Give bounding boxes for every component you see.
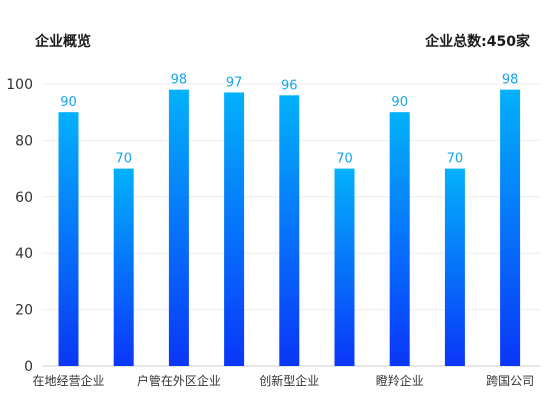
bar-value-label: 70 <box>336 152 353 167</box>
bar <box>334 168 355 366</box>
bar-value-label: 96 <box>281 78 298 93</box>
bars <box>58 89 521 367</box>
y-tick-label: 80 <box>15 133 33 149</box>
bar-value-label: 97 <box>226 75 243 90</box>
y-tick-label: 20 <box>15 303 33 319</box>
enterprise-total: 企业总数: 450家 <box>425 31 530 51</box>
bar <box>224 92 245 367</box>
x-category-label: 创新型企业 <box>259 373 319 388</box>
y-tick-label: 100 <box>6 77 33 93</box>
bar-value-label: 70 <box>115 152 132 167</box>
x-category-label: 在地经营企业 <box>32 373 104 388</box>
bar <box>389 112 410 366</box>
x-category-label: 瞪羚企业 <box>376 373 424 388</box>
y-tick-label: 60 <box>15 190 33 206</box>
bar <box>279 95 300 366</box>
bar <box>500 89 521 366</box>
data-labels: 90 70 98 97 96 70 90 70 98 <box>60 73 518 167</box>
bar-value-label: 90 <box>391 95 408 110</box>
bar-value-label: 98 <box>171 73 188 88</box>
y-axis-ticks: 0 20 40 60 80 100 <box>6 77 33 375</box>
bar-value-label: 70 <box>447 152 464 167</box>
enterprise-total-value: 450家 <box>486 34 530 50</box>
y-tick-label: 0 <box>24 359 33 375</box>
y-tick-label: 40 <box>15 246 33 262</box>
bar <box>113 168 134 366</box>
x-category-label: 跨国公司 <box>486 374 534 388</box>
bar <box>168 89 189 366</box>
x-category-label: 户管在外区企业 <box>137 373 221 388</box>
bar <box>444 168 465 366</box>
chart-title: 企业概览 <box>35 34 91 50</box>
enterprise-total-label: 企业总数: <box>425 34 487 50</box>
bar <box>58 112 79 366</box>
x-axis-labels: 在地经营企业 户管在外区企业 创新型企业 瞪羚企业 跨国公司 <box>32 373 534 388</box>
bar-value-label: 98 <box>502 73 519 88</box>
bar-value-label: 90 <box>60 95 77 110</box>
